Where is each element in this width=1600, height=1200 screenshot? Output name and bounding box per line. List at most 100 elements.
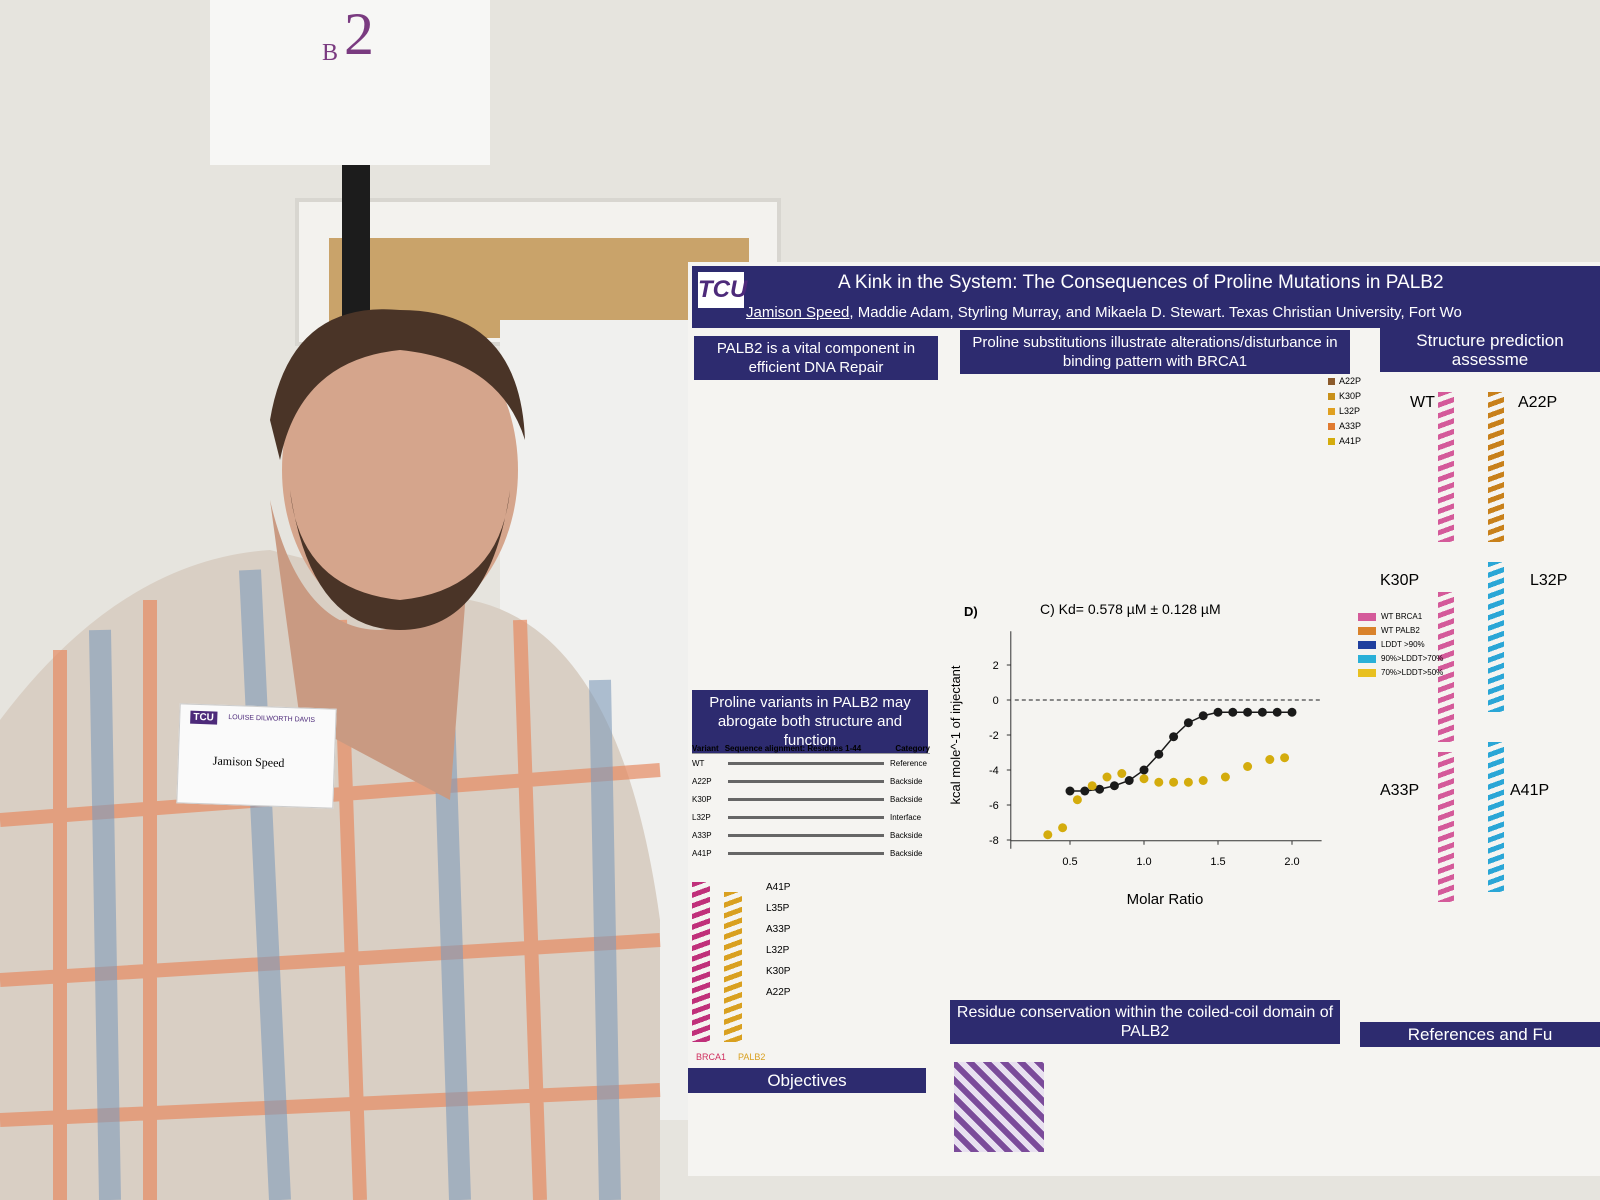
fit-line — [1070, 711, 1292, 792]
data-point — [1198, 711, 1208, 721]
helix-label: L35P — [766, 903, 790, 914]
legend-label: A33P — [1339, 421, 1362, 431]
legend-entry: WT BRCA1 — [1358, 612, 1443, 621]
author-line: Jamison Speed, Maddie Adam, Styrling Mur… — [746, 304, 1462, 321]
name-badge: TCU LOUISE DILWORTH DAVIS Jamison Speed — [176, 703, 337, 809]
legend-entry: 70%>LDDT>50% — [1358, 668, 1443, 677]
binding-legend: A22P K30P L32P A33P A41P — [1328, 376, 1361, 451]
helix — [1438, 592, 1454, 742]
legend-entry: LDDT >90% — [1358, 640, 1443, 649]
panel-label: D) — [964, 604, 978, 619]
data-point — [1117, 769, 1127, 778]
data-point — [1272, 707, 1282, 717]
sequence — [728, 851, 884, 855]
poster: TCU A Kink in the System: The Consequenc… — [688, 262, 1600, 1176]
variant-category: Interface — [890, 812, 922, 822]
data-point — [1072, 795, 1082, 805]
legend-label: A22P — [1339, 376, 1362, 386]
variant-category: Backside — [890, 830, 923, 840]
y-tick-label: -2 — [989, 730, 999, 742]
y-tick-label: -4 — [989, 765, 999, 777]
variant-category: Reference — [890, 758, 927, 768]
data-point — [1257, 707, 1267, 717]
section-heading: Residue conservation within the coiled-c… — [950, 1000, 1340, 1044]
section-heading: Objectives — [688, 1068, 926, 1093]
shirt-plaid — [89, 569, 621, 1200]
legend-swatch — [1328, 392, 1335, 400]
data-point — [1220, 772, 1230, 782]
y-tick-label: -6 — [989, 800, 999, 812]
authors: , Maddie Adam, Styrling Murray, and Mika… — [849, 304, 1462, 321]
sequence — [728, 815, 884, 819]
x-tick-label: 1.5 — [1210, 856, 1225, 868]
data-point — [1102, 772, 1112, 782]
qr-code — [954, 1062, 1044, 1152]
legend-entry: WT PALB2 — [1358, 626, 1443, 635]
data-point — [1280, 753, 1290, 763]
poster-logo: TCU — [698, 272, 747, 308]
table-row: WT Reference — [692, 754, 930, 772]
header-cell: Category — [895, 744, 930, 753]
legend-entry: A33P — [1328, 421, 1361, 431]
legend-swatch — [1358, 626, 1376, 635]
variant-table: Variant Sequence alignment: Residues 1-44… — [692, 744, 930, 862]
section-heading: Proline substitutions illustrate alterat… — [960, 330, 1350, 374]
section-heading: References and Fu — [1360, 1022, 1600, 1047]
legend-entry: A41P — [1328, 436, 1361, 446]
table-row: A33P Backside — [692, 826, 930, 844]
presenter: Jamison Speed — [746, 304, 850, 321]
helix — [692, 882, 710, 1042]
variant-name: A22P — [692, 776, 712, 786]
data-point — [1213, 707, 1223, 717]
itc-plot: C) Kd= 0.578 µM ± 0.128 µM D) 2 0 -2 -4 -6 -8 0.… — [948, 601, 1322, 908]
data-point — [1109, 781, 1119, 791]
badge-name: Jamison Speed — [212, 753, 285, 770]
legend-swatch — [1328, 407, 1335, 415]
legend-entry: A22P — [1328, 376, 1361, 386]
variant-category: Backside — [890, 848, 923, 858]
sequence — [728, 833, 884, 837]
legend-swatch — [1328, 437, 1335, 445]
y-tick-label: -8 — [989, 835, 999, 847]
variant-name: A33P — [692, 830, 712, 840]
legend-label: A41P — [1339, 436, 1362, 446]
variant-category: Backside — [890, 776, 923, 786]
sign-letter: B — [322, 40, 339, 66]
helix-label: A33P — [766, 924, 791, 935]
beard — [290, 490, 510, 630]
helix — [1438, 392, 1454, 542]
structure-label: A22P — [1518, 394, 1558, 411]
legend-label: LDDT >90% — [1381, 640, 1425, 649]
helix-label: A22P — [766, 987, 791, 998]
legend-label: L32P — [1339, 406, 1361, 416]
data-point — [1139, 765, 1149, 775]
helix — [1438, 752, 1454, 902]
helix — [724, 892, 742, 1042]
legend-entry: L32P — [1328, 406, 1361, 416]
x-axis-label: Molar Ratio — [1127, 891, 1204, 908]
legend-swatch — [1358, 640, 1376, 649]
helix-label: L32P — [766, 945, 790, 956]
data-point — [1243, 762, 1253, 771]
data-point — [1169, 777, 1179, 787]
data-point — [1198, 776, 1208, 785]
helix-label: PALB2 — [738, 1052, 766, 1062]
data-point — [1065, 786, 1075, 796]
data-point — [1154, 749, 1164, 759]
x-tick-label: 2.0 — [1284, 856, 1299, 868]
variant-name: A41P — [692, 848, 712, 858]
legend-entry: K30P — [1328, 391, 1361, 401]
legend-swatch — [1358, 668, 1376, 677]
legend-label: WT PALB2 — [1381, 626, 1420, 635]
legend-entry: 90%>LDDT>70% — [1358, 654, 1443, 663]
data-point — [1183, 777, 1193, 787]
legend-label: 70%>LDDT>50% — [1381, 668, 1444, 677]
title-bar — [692, 266, 1600, 328]
variant-category: Backside — [890, 794, 923, 804]
table-row: L32P Interface — [692, 808, 930, 826]
section-heading: Proline variants in PALB2 may abrogate b… — [692, 690, 928, 753]
helix — [1488, 742, 1504, 892]
header-cell: Sequence alignment: Residues 1-44 — [724, 744, 862, 753]
data-point — [1095, 784, 1105, 794]
hair — [270, 309, 525, 460]
